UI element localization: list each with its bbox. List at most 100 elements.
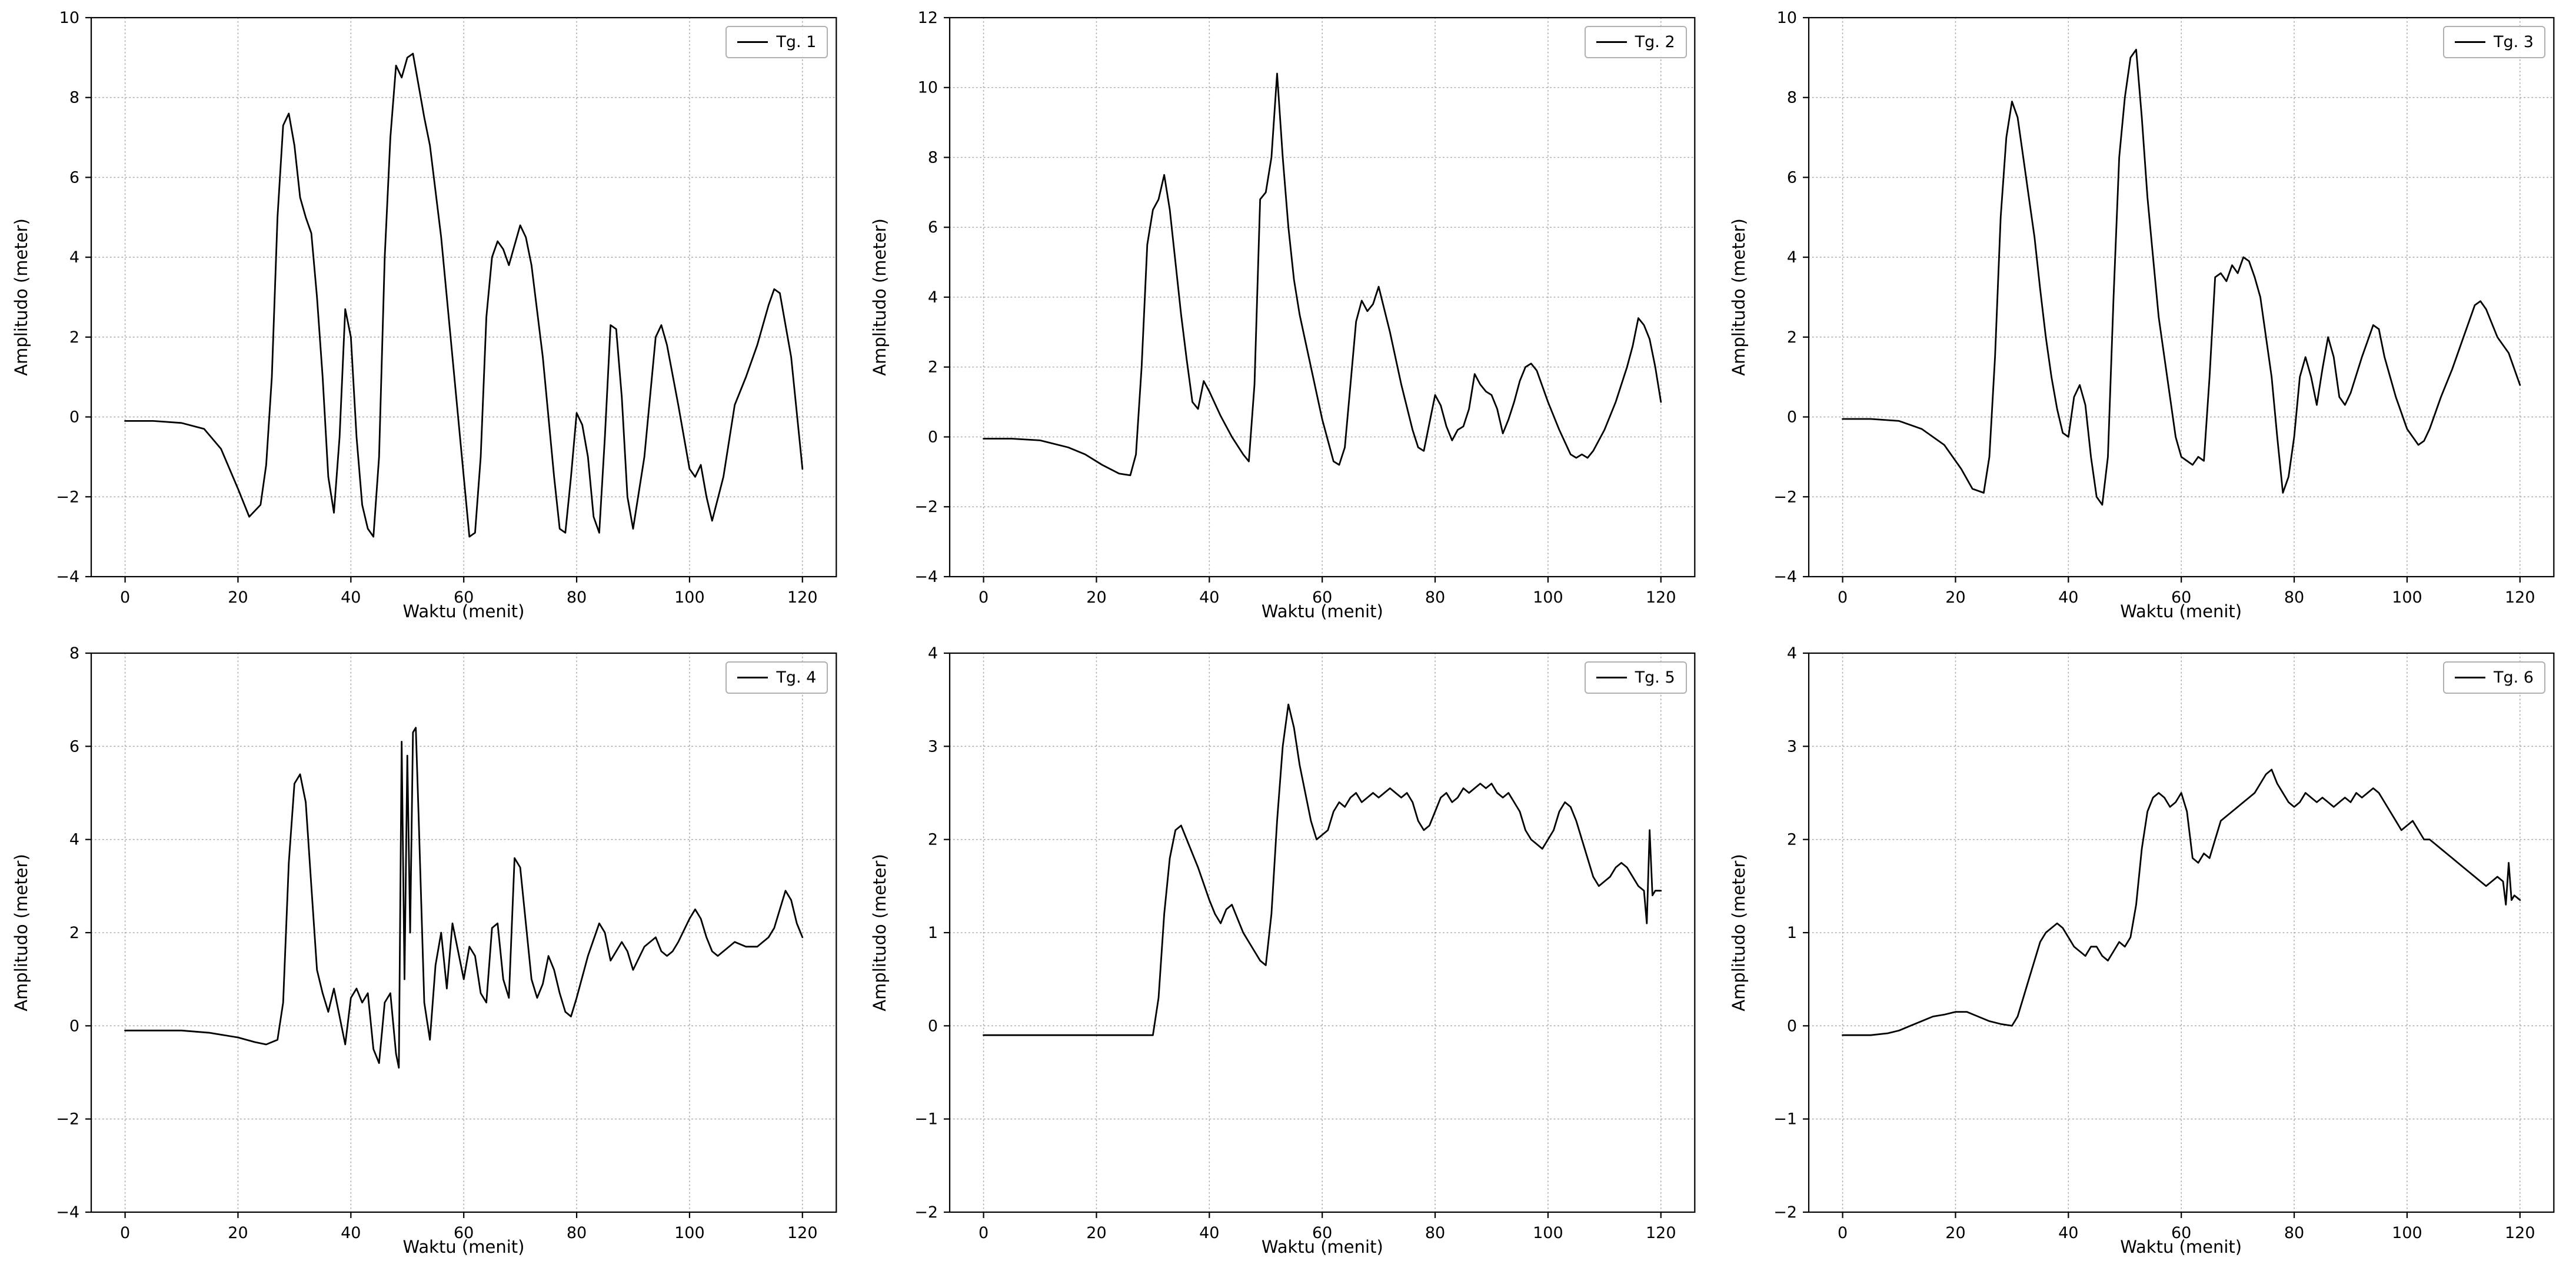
legend-line-sample-icon — [1596, 41, 1627, 43]
svg-text:6: 6 — [69, 737, 79, 756]
svg-text:120: 120 — [2505, 1224, 2535, 1242]
y-axis-label: Amplitudo (meter) — [11, 854, 31, 1012]
chart-tg-4: 0 20 40 60 80 100 120 −4 −2 0 2 4 6 8 Amplitudo (mete… — [0, 636, 858, 1271]
svg-text:60: 60 — [454, 588, 474, 607]
legend-line-sample-icon — [2455, 677, 2486, 678]
svg-text:60: 60 — [2171, 588, 2191, 607]
plot-area-tg-5: 0 20 40 60 80 100 120 −2 −1 0 1 2 3 4 — [915, 644, 1696, 1242]
svg-text:1: 1 — [1786, 924, 1796, 942]
series-line — [983, 703, 1662, 1036]
legend: Tg. 1 — [725, 26, 828, 58]
svg-text:8: 8 — [1786, 89, 1796, 107]
svg-text:0: 0 — [979, 588, 989, 607]
legend-line-sample-icon — [1596, 677, 1627, 678]
series-line — [1841, 768, 2521, 1036]
series-line — [983, 72, 1662, 477]
y-axis-label: Amplitudo (meter) — [870, 854, 890, 1012]
svg-text:120: 120 — [787, 588, 818, 607]
svg-text:120: 120 — [1646, 1224, 1676, 1242]
plot-area-tg-3: 0 20 40 60 80 100 120 −4 −2 0 2 4 6 8 10 — [1773, 9, 2555, 607]
svg-text:0: 0 — [1838, 1224, 1848, 1242]
x-axis-label: Waktu (menit) — [2120, 601, 2242, 621]
svg-text:40: 40 — [341, 588, 361, 607]
svg-text:10: 10 — [59, 9, 79, 27]
svg-text:4: 4 — [1786, 644, 1796, 663]
svg-text:120: 120 — [1646, 588, 1676, 607]
legend-line-sample-icon — [2455, 41, 2486, 43]
svg-text:120: 120 — [787, 1224, 818, 1242]
svg-text:20: 20 — [1087, 1224, 1107, 1242]
chart-tg-3: 0 20 40 60 80 100 120 −4 −2 0 2 4 6 8 10 Amplitudo (me… — [1718, 0, 2576, 636]
svg-text:4: 4 — [928, 288, 938, 307]
svg-text:8: 8 — [69, 644, 79, 663]
svg-text:1: 1 — [928, 924, 938, 942]
legend-label: Tg. 5 — [1635, 668, 1675, 687]
svg-text:0: 0 — [120, 1224, 130, 1242]
svg-text:120: 120 — [2505, 588, 2535, 607]
svg-text:6: 6 — [1786, 168, 1796, 187]
svg-text:−2: −2 — [56, 1110, 79, 1129]
svg-text:2: 2 — [928, 358, 938, 377]
chart-tg-6: 0 20 40 60 80 100 120 −2 −1 0 1 2 3 4 Amplitudo (mete… — [1718, 636, 2576, 1271]
svg-text:−4: −4 — [56, 568, 79, 586]
svg-text:0: 0 — [69, 1017, 79, 1035]
legend-label: Tg. 3 — [2494, 33, 2534, 51]
svg-text:2: 2 — [1786, 831, 1796, 849]
svg-text:40: 40 — [1199, 1224, 1219, 1242]
svg-text:100: 100 — [674, 588, 705, 607]
svg-text:−1: −1 — [915, 1110, 938, 1129]
svg-text:60: 60 — [1312, 1224, 1332, 1242]
svg-text:2: 2 — [69, 924, 79, 942]
svg-text:20: 20 — [1945, 588, 1965, 607]
plot-area-tg-4: 0 20 40 60 80 100 120 −4 −2 0 2 4 6 8 — [56, 644, 837, 1242]
svg-text:4: 4 — [928, 644, 938, 663]
legend: Tg. 2 — [1584, 26, 1687, 58]
svg-text:100: 100 — [1533, 1224, 1563, 1242]
svg-text:60: 60 — [454, 1224, 474, 1242]
x-axis-label: Waktu (menit) — [402, 601, 525, 621]
y-axis-label: Amplitudo (meter) — [1728, 218, 1749, 376]
svg-text:40: 40 — [1199, 588, 1219, 607]
legend-line-sample-icon — [737, 677, 768, 678]
svg-text:0: 0 — [928, 1017, 938, 1035]
svg-text:60: 60 — [2171, 1224, 2191, 1242]
svg-text:10: 10 — [1776, 9, 1796, 27]
svg-text:0: 0 — [69, 408, 79, 427]
svg-text:0: 0 — [1838, 588, 1848, 607]
svg-text:−1: −1 — [1773, 1110, 1797, 1129]
svg-text:80: 80 — [1425, 588, 1445, 607]
legend-label: Tg. 2 — [1635, 33, 1675, 51]
svg-text:−2: −2 — [1773, 1203, 1797, 1222]
svg-text:0: 0 — [1786, 408, 1796, 427]
svg-text:10: 10 — [918, 79, 938, 97]
legend: Tg. 4 — [725, 661, 828, 694]
svg-text:20: 20 — [1945, 1224, 1965, 1242]
svg-text:2: 2 — [928, 831, 938, 849]
svg-text:100: 100 — [1533, 588, 1563, 607]
svg-text:2: 2 — [1786, 328, 1796, 347]
svg-text:0: 0 — [1786, 1017, 1796, 1035]
svg-text:3: 3 — [1786, 737, 1796, 756]
legend: Tg. 5 — [1584, 661, 1687, 694]
svg-text:4: 4 — [69, 831, 79, 849]
svg-text:100: 100 — [2392, 1224, 2422, 1242]
chart-tg-1: 0 20 40 60 80 100 120 −4 −2 0 2 4 6 8 10 Amplitudo (me… — [0, 0, 858, 636]
svg-text:−4: −4 — [915, 568, 938, 586]
legend-line-sample-icon — [737, 41, 768, 43]
svg-text:8: 8 — [928, 149, 938, 167]
svg-text:20: 20 — [1087, 588, 1107, 607]
svg-text:3: 3 — [928, 737, 938, 756]
legend-label: Tg. 4 — [776, 668, 817, 687]
svg-text:2: 2 — [69, 328, 79, 347]
svg-text:8: 8 — [69, 89, 79, 107]
plot-area-tg-1: 0 20 40 60 80 100 120 −4 −2 0 2 4 6 8 10 — [56, 9, 837, 607]
svg-text:80: 80 — [1425, 1224, 1445, 1242]
plot-area-tg-2: 0 20 40 60 80 100 120 −4 −2 0 2 4 6 8 10 12 — [915, 9, 1696, 607]
svg-text:6: 6 — [69, 168, 79, 187]
legend-label: Tg. 6 — [2494, 668, 2534, 687]
series-line — [124, 727, 804, 1069]
svg-text:100: 100 — [2392, 588, 2422, 607]
svg-text:80: 80 — [2284, 588, 2304, 607]
legend: Tg. 3 — [2443, 26, 2545, 58]
